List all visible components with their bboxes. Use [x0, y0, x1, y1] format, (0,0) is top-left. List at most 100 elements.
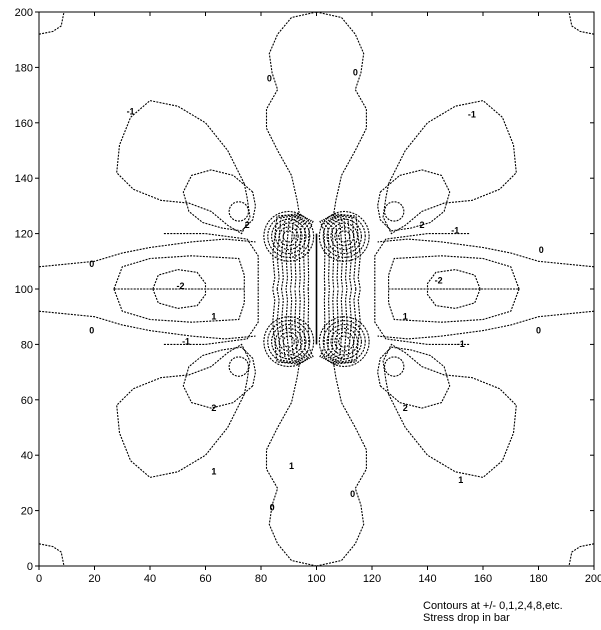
contour-tip-loop: [263, 210, 315, 262]
contour-value-label: 0: [89, 259, 94, 269]
contour-tip-loop: [318, 316, 370, 368]
contour-value-label: -1: [127, 106, 135, 116]
x-tick-label: 180: [529, 573, 547, 585]
contour-tip-loop: [267, 320, 311, 364]
contour-tip-loop: [278, 226, 299, 247]
contour-value-label: 2: [211, 403, 216, 413]
contour-near-fault: [321, 288, 330, 359]
y-tick-label: 160: [15, 118, 33, 130]
contour-value-label: -1: [468, 109, 476, 119]
contour-value-label: 1: [458, 475, 463, 485]
contour-small-loop: [228, 201, 250, 222]
contour-tip-loop: [330, 327, 359, 356]
contour-lines: [38, 11, 595, 567]
contour-value-label: 0: [267, 73, 272, 83]
contour-value-label: 2: [245, 220, 250, 230]
contour-tip-loop: [282, 335, 295, 348]
y-tick-label: 140: [15, 173, 33, 185]
contour-tip-loop: [270, 323, 307, 360]
contour-value-label: 1: [211, 311, 216, 321]
contour-pos1-band: [163, 233, 259, 289]
contour-corner: [38, 11, 65, 35]
y-tick-label: 20: [21, 506, 33, 518]
contour-near-fault: [298, 218, 310, 290]
contour-tip-loop: [326, 218, 363, 255]
contour-near-fault: [280, 214, 303, 290]
contour-near-fault: [332, 214, 357, 290]
contour-tip-loop: [322, 320, 366, 364]
contour-pos2-lobe: [377, 346, 451, 409]
contour-tip-loop: [282, 230, 295, 243]
stress-drop-note: Stress drop in bar: [423, 612, 510, 624]
contour-pos1-band: [163, 289, 259, 345]
contour-tip-loop: [330, 222, 359, 251]
y-tick-label: 100: [15, 284, 33, 296]
contour-pos1-band: [374, 289, 470, 345]
contour-near-fault: [280, 288, 303, 364]
contour-neg2-side: [388, 255, 520, 290]
contour-value-label: 2: [403, 403, 408, 413]
contour-tip-loop: [338, 230, 351, 243]
contour-value-label: -1: [182, 336, 190, 346]
contour-near-fault: [319, 220, 326, 290]
contour-neg1-lobe: [116, 100, 251, 235]
contour-small-loop: [228, 356, 250, 377]
x-tick-label: 100: [307, 573, 325, 585]
contour-tip-loop: [334, 331, 355, 352]
contour-neg2-inner: [426, 288, 481, 309]
y-tick-label: 80: [21, 339, 33, 351]
contour-tip-loop: [263, 316, 315, 368]
x-tick-label: 0: [36, 573, 42, 585]
x-tick-label: 40: [144, 573, 156, 585]
contour-levels-note: Contours at +/- 0,1,2,4,8,etc.: [423, 600, 563, 612]
contour-neg2-side: [388, 288, 520, 323]
y-tick-label: 60: [21, 395, 33, 407]
contour-near-fault: [332, 288, 357, 364]
contour-value-label: -2: [435, 275, 443, 285]
contour-tip-loop: [322, 214, 366, 258]
contour-value-label: -1: [451, 226, 459, 236]
contour-pos2-lobe: [377, 169, 451, 232]
contour-neg1-lobe: [382, 100, 517, 235]
contour-neg1-lobe: [382, 343, 517, 478]
contour-zero-central: [316, 360, 367, 567]
y-tick-label: 180: [15, 62, 33, 74]
x-tick-label: 200: [585, 573, 601, 585]
contour-tip-loop: [334, 226, 355, 247]
contour-zero-central: [265, 11, 317, 218]
contour-tip-loop: [274, 327, 303, 356]
contour-near-fault: [330, 288, 353, 364]
contour-tip-loop: [318, 210, 370, 262]
contour-near-fault: [319, 288, 326, 358]
contour-corner: [38, 543, 65, 567]
contour-near-fault: [323, 218, 335, 290]
contour-neg2-inner: [152, 288, 207, 309]
contour-corner: [568, 543, 595, 567]
contour-zero-horizontal: [38, 310, 256, 340]
contour-near-fault: [321, 219, 330, 290]
contour-value-label: -1: [457, 339, 465, 349]
contour-tip-loop: [270, 218, 307, 255]
contour-near-fault: [276, 288, 301, 364]
contour-value-label: 1: [403, 311, 408, 321]
contour-value-label: 1: [289, 461, 294, 471]
contour-corner: [568, 11, 595, 35]
x-tick-label: 60: [199, 573, 211, 585]
contour-tip-loop: [278, 331, 299, 352]
contour-zero-horizontal: [377, 310, 595, 340]
contour-value-label: 0: [89, 325, 94, 335]
contour-tip-loop: [338, 335, 351, 348]
contour-value-label: 1: [211, 467, 216, 477]
x-tick-label: 160: [474, 573, 492, 585]
contour-neg2-side: [113, 255, 245, 290]
contour-near-fault: [330, 214, 353, 290]
x-tick-label: 140: [418, 573, 436, 585]
contour-neg1-lobe: [116, 343, 251, 478]
contour-zero-central: [265, 360, 317, 567]
contour-labels: 0 -1 -1 0 2 2 -1 0 0 -2 -2 1 1 0 0 -1 -1 2 2 1 1 1 0 0: [89, 68, 544, 513]
contour-value-label: 0: [353, 68, 358, 78]
contour-tip-loop: [274, 222, 303, 251]
contour-pos2-lobe: [182, 346, 257, 409]
